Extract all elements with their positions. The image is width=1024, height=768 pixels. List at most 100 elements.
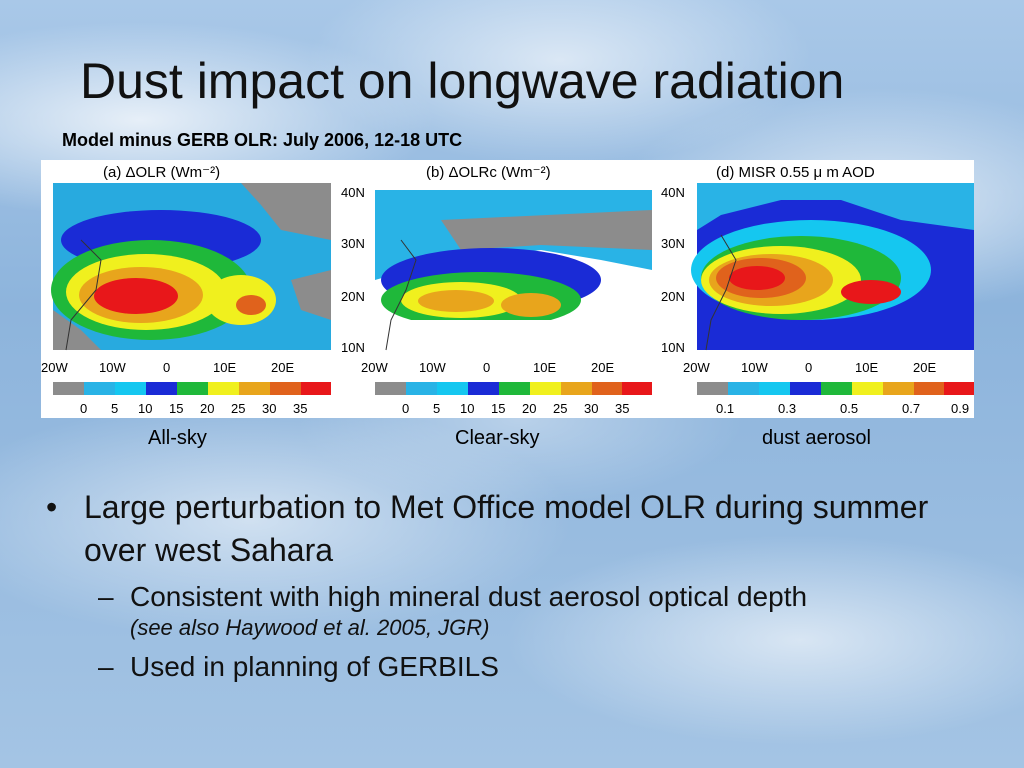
sub-bullet-text: Consistent with high mineral dust aeroso… — [130, 581, 808, 612]
colorbar-swatch — [177, 382, 208, 395]
panel-heading: (b) ΔOLRc (Wm⁻²) — [426, 164, 551, 181]
lat-tick: 40N — [341, 185, 365, 200]
lon-tick: 10W — [99, 360, 126, 375]
colorbar-tick: 25 — [553, 401, 567, 416]
lon-tick: 20E — [271, 360, 294, 375]
colorbar-tick: 30 — [262, 401, 276, 416]
caption-all-sky: All-sky — [148, 427, 207, 449]
citation-text: (see also Haywood et al. 2005, JGR) — [130, 615, 490, 640]
lon-tick: 20E — [913, 360, 936, 375]
colorbar-swatch — [759, 382, 790, 395]
map-contour-orange — [236, 295, 266, 315]
colorbar-tick: 15 — [169, 401, 183, 416]
colorbar-swatch — [592, 382, 622, 395]
coastline — [705, 234, 737, 351]
colorbar-tick: 0 — [80, 401, 87, 416]
lon-tick: 10E — [855, 360, 878, 375]
map-contour-red — [729, 266, 785, 290]
colorbar-swatch — [914, 382, 944, 395]
panel-clear-sky: (b) ΔOLRc (Wm⁻²) 40N 30N 20N 10N 20W 10W… — [341, 160, 661, 418]
colorbar-tick: 20 — [200, 401, 214, 416]
figure-subtitle: Model minus GERB OLR: July 2006, 12-18 U… — [62, 130, 463, 150]
lon-tick: 0 — [805, 360, 812, 375]
colorbar — [697, 382, 974, 395]
colorbar-swatch — [622, 382, 652, 395]
map-clear-sky: (b) ΔOLRc (Wm⁻²) 40N 30N 20N 10N 20W 10W… — [341, 164, 652, 416]
lat-tick: 30N — [661, 236, 685, 251]
lon-tick: 20W — [683, 360, 710, 375]
slide-title: Dust impact on longwave radiation — [80, 53, 845, 109]
lat-tick: 40N — [661, 185, 685, 200]
colorbar-swatch — [406, 382, 437, 395]
caption-dust-aerosol: dust aerosol — [762, 427, 871, 449]
map-contour-red — [841, 280, 901, 304]
colorbar-swatch — [852, 382, 883, 395]
colorbar-swatch — [530, 382, 561, 395]
colorbar-swatch — [437, 382, 468, 395]
panel-dust-aerosol: (d) MISR 0.55 μ m AOD 40N 30N 20N 10N 20… — [661, 160, 974, 418]
colorbar-swatch — [499, 382, 530, 395]
map-contour-red — [94, 278, 178, 314]
colorbar-tick: 30 — [584, 401, 598, 416]
colorbar-tick: 35 — [615, 401, 629, 416]
panel-heading: (d) MISR 0.55 μ m AOD — [716, 164, 875, 181]
colorbar-swatch — [301, 382, 331, 395]
colorbar-swatch — [944, 382, 974, 395]
colorbar-swatch — [146, 382, 177, 395]
sub-bullet-item: – Used in planning of GERBILS — [42, 650, 982, 684]
colorbar-swatch — [53, 382, 84, 395]
colorbar-tick: 0.9 — [951, 401, 969, 416]
lon-tick: 10W — [419, 360, 446, 375]
lon-tick: 0 — [483, 360, 490, 375]
map-grey-patch — [241, 183, 331, 240]
lon-tick: 20W — [361, 360, 388, 375]
colorbar-swatch — [115, 382, 146, 395]
lat-tick: 10N — [341, 340, 365, 355]
bullet-text: Large perturbation to Met Office model O… — [84, 489, 929, 568]
sub-bullet-text: Used in planning of GERBILS — [130, 651, 499, 682]
colorbar-tick: 0.1 — [716, 401, 734, 416]
map-contour-orange — [418, 290, 494, 312]
colorbar-tick: 0.3 — [778, 401, 796, 416]
map-ocean-field — [697, 183, 974, 230]
colorbar-tick: 0.5 — [840, 401, 858, 416]
colorbar-swatch — [468, 382, 499, 395]
colorbar-tick: 0.7 — [902, 401, 920, 416]
map-all-sky: (a) ΔOLR (Wm⁻²) 20W 10W 0 10E 20E — [41, 164, 331, 416]
colorbar-swatch — [208, 382, 239, 395]
bullet-dot-icon: • — [46, 489, 58, 525]
panel-heading: (a) ΔOLR (Wm⁻²) — [103, 164, 220, 181]
colorbar-tick: 10 — [460, 401, 474, 416]
colorbar-swatch — [84, 382, 115, 395]
coastline — [385, 239, 417, 351]
coastline — [65, 239, 102, 351]
panel-all-sky: (a) ΔOLR (Wm⁻²) 20W 10W 0 10E 20E — [41, 160, 341, 418]
lon-tick: 20E — [591, 360, 614, 375]
colorbar-swatch — [883, 382, 914, 395]
colorbar-tick: 5 — [433, 401, 440, 416]
caption-clear-sky: Clear-sky — [455, 427, 540, 449]
lat-tick: 20N — [341, 289, 365, 304]
sub-bullet-item: – Consistent with high mineral dust aero… — [42, 580, 982, 642]
map-nodata — [375, 320, 652, 350]
lon-tick: 0 — [163, 360, 170, 375]
colorbar-tick: 20 — [522, 401, 536, 416]
colorbar-tick: 0 — [402, 401, 409, 416]
colorbar-tick: 5 — [111, 401, 118, 416]
lon-tick: 10W — [741, 360, 768, 375]
colorbar — [53, 382, 331, 395]
dash-icon: – — [98, 651, 114, 682]
colorbar-tick: 15 — [491, 401, 505, 416]
map-grey-patch — [53, 310, 101, 350]
colorbar-swatch — [375, 382, 406, 395]
colorbar-swatch — [728, 382, 759, 395]
colorbar-swatch — [821, 382, 852, 395]
colorbar-tick: 35 — [293, 401, 307, 416]
map-contour-orange — [501, 293, 561, 317]
map-dust-aerosol: (d) MISR 0.55 μ m AOD 40N 30N 20N 10N 20… — [661, 164, 974, 416]
lon-tick: 10E — [213, 360, 236, 375]
lon-tick: 20W — [41, 360, 68, 375]
colorbar-tick: 25 — [231, 401, 245, 416]
colorbar-tick: 10 — [138, 401, 152, 416]
figure-panels: (a) ΔOLR (Wm⁻²) 20W 10W 0 10E 20E — [41, 160, 974, 418]
